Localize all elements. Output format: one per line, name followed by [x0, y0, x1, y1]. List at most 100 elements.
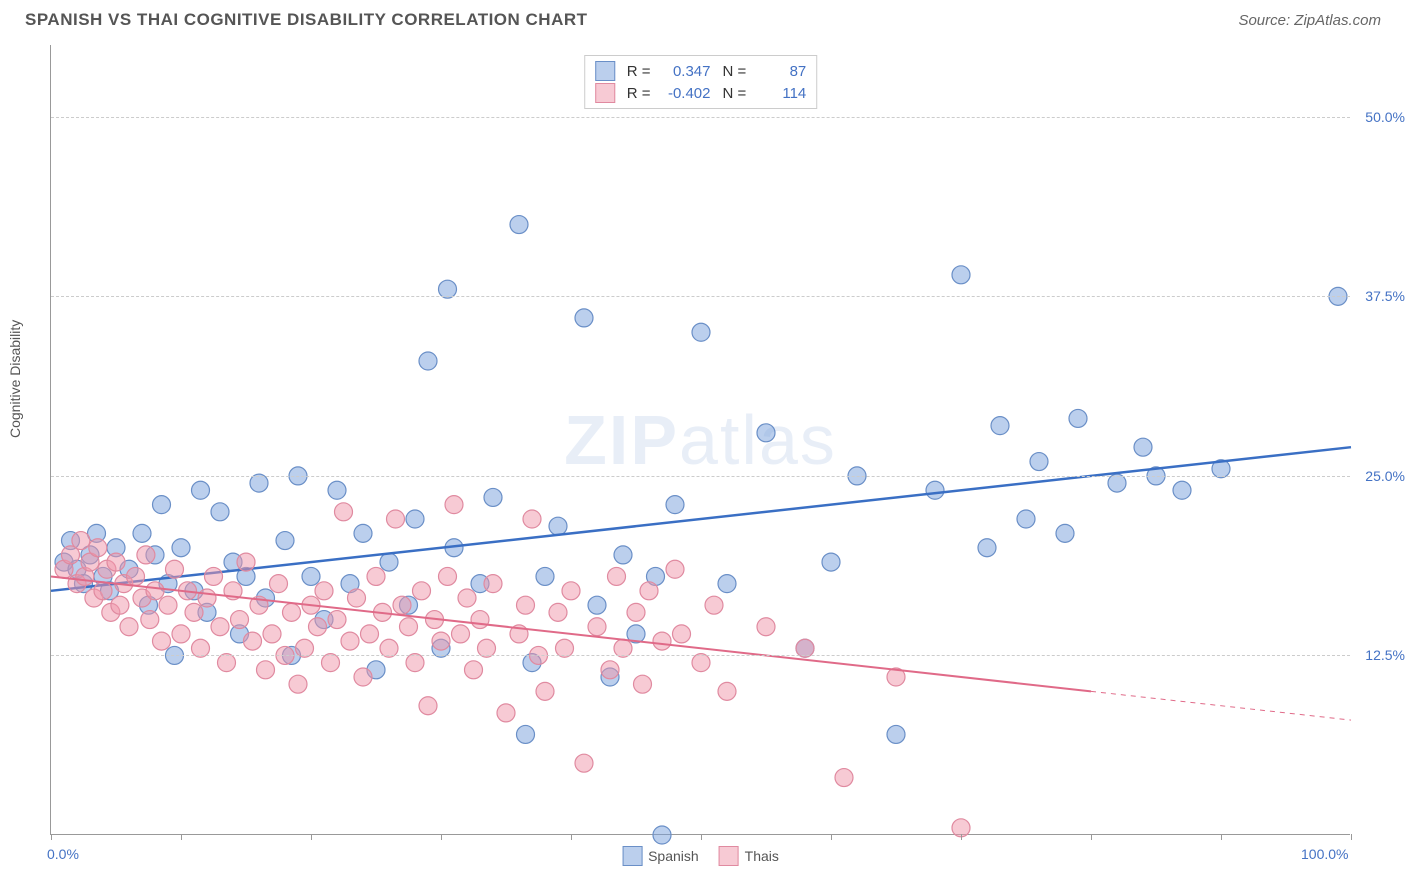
data-point — [822, 553, 840, 571]
correlation-legend: R =0.347N =87R =-0.402N =114 — [584, 55, 818, 109]
data-point — [653, 632, 671, 650]
y-tick-label: 25.0% — [1365, 468, 1405, 484]
legend-n-value: 114 — [756, 85, 806, 102]
data-point — [562, 582, 580, 600]
legend-label: Thais — [745, 848, 779, 864]
data-point — [302, 567, 320, 585]
scatter-plot-svg — [51, 45, 1350, 834]
x-tick — [1091, 834, 1092, 840]
chart-plot-area: ZIPatlas R =0.347N =87R =-0.402N =114 Sp… — [50, 45, 1350, 835]
x-tick — [441, 834, 442, 840]
data-point — [666, 496, 684, 514]
legend-swatch — [622, 846, 642, 866]
trend-line-extension — [1091, 691, 1351, 720]
data-point — [588, 596, 606, 614]
data-point — [406, 510, 424, 528]
data-point — [198, 589, 216, 607]
data-point — [497, 704, 515, 722]
data-point — [952, 266, 970, 284]
data-point — [257, 661, 275, 679]
legend-item: Thais — [719, 846, 779, 866]
data-point — [1173, 481, 1191, 499]
data-point — [757, 424, 775, 442]
data-point — [627, 603, 645, 621]
data-point — [458, 589, 476, 607]
data-point — [614, 546, 632, 564]
x-tick — [1351, 834, 1352, 840]
data-point — [718, 682, 736, 700]
data-point — [387, 510, 405, 528]
data-point — [575, 754, 593, 772]
data-point — [1030, 453, 1048, 471]
x-tick — [701, 834, 702, 840]
y-axis-label: Cognitive Disability — [7, 320, 23, 438]
legend-r-label: R = — [627, 63, 651, 80]
data-point — [1017, 510, 1035, 528]
data-point — [484, 488, 502, 506]
data-point — [141, 611, 159, 629]
data-point — [978, 539, 996, 557]
data-point — [172, 539, 190, 557]
legend-label: Spanish — [648, 848, 699, 864]
data-point — [133, 524, 151, 542]
data-point — [127, 567, 145, 585]
data-point — [432, 632, 450, 650]
data-point — [523, 510, 541, 528]
legend-r-value: 0.347 — [661, 63, 711, 80]
data-point — [718, 575, 736, 593]
x-tick — [831, 834, 832, 840]
data-point — [926, 481, 944, 499]
legend-n-value: 87 — [756, 63, 806, 80]
x-tick — [961, 834, 962, 840]
chart-header: SPANISH VS THAI COGNITIVE DISABILITY COR… — [0, 0, 1406, 36]
data-point — [211, 503, 229, 521]
data-point — [328, 611, 346, 629]
data-point — [341, 632, 359, 650]
data-point — [367, 567, 385, 585]
legend-row: R =-0.402N =114 — [595, 82, 807, 104]
data-point — [153, 496, 171, 514]
data-point — [237, 553, 255, 571]
data-point — [89, 539, 107, 557]
data-point — [231, 611, 249, 629]
data-point — [608, 567, 626, 585]
data-point — [270, 575, 288, 593]
data-point — [205, 567, 223, 585]
data-point — [354, 668, 372, 686]
data-point — [1134, 438, 1152, 456]
x-tick-label: 0.0% — [47, 846, 79, 862]
data-point — [159, 596, 177, 614]
data-point — [471, 611, 489, 629]
legend-r-label: R = — [627, 85, 651, 102]
data-point — [575, 309, 593, 327]
chart-source: Source: ZipAtlas.com — [1238, 12, 1381, 29]
data-point — [283, 603, 301, 621]
data-point — [348, 589, 366, 607]
data-point — [588, 618, 606, 636]
data-point — [1056, 524, 1074, 542]
data-point — [111, 596, 129, 614]
data-point — [419, 697, 437, 715]
data-point — [692, 323, 710, 341]
data-point — [1069, 409, 1087, 427]
data-point — [549, 517, 567, 535]
data-point — [185, 603, 203, 621]
data-point — [153, 632, 171, 650]
data-point — [192, 481, 210, 499]
data-point — [120, 618, 138, 636]
x-tick-label: 100.0% — [1301, 846, 1348, 862]
data-point — [328, 481, 346, 499]
data-point — [107, 553, 125, 571]
data-point — [445, 496, 463, 514]
data-point — [137, 546, 155, 564]
data-point — [263, 625, 281, 643]
data-point — [887, 725, 905, 743]
data-point — [835, 769, 853, 787]
data-point — [309, 618, 327, 636]
data-point — [211, 618, 229, 636]
data-point — [510, 216, 528, 234]
legend-r-value: -0.402 — [661, 85, 711, 102]
data-point — [244, 632, 262, 650]
data-point — [705, 596, 723, 614]
data-point — [172, 625, 190, 643]
